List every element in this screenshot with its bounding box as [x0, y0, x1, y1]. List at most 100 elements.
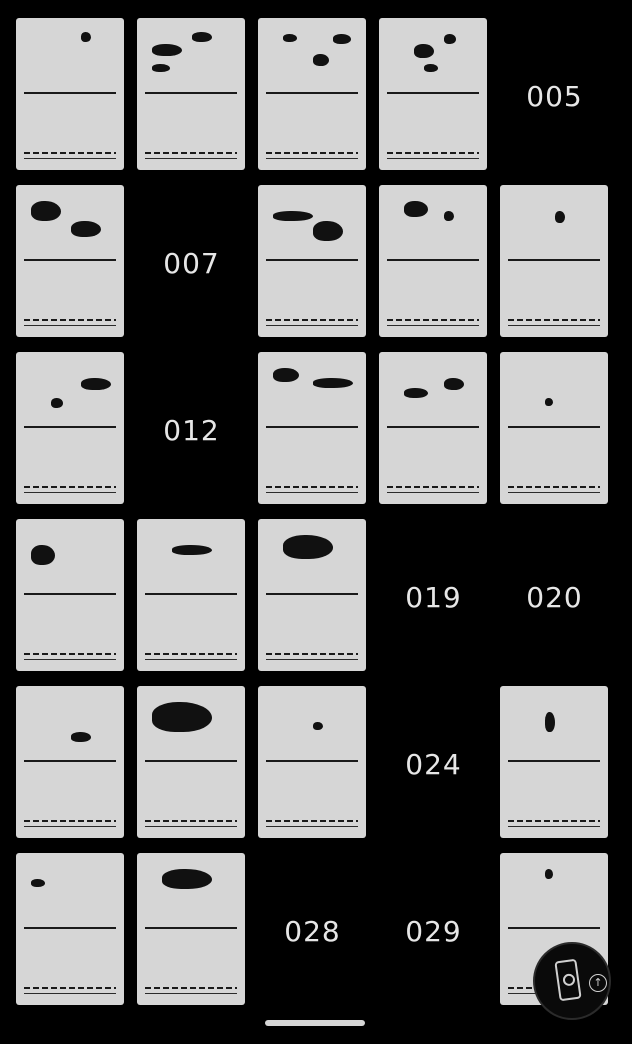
card-artwork [142, 859, 240, 921]
card-image [258, 519, 366, 671]
artwork-shape [71, 221, 101, 237]
card-artwork [505, 358, 603, 420]
artwork-shape [545, 398, 553, 406]
card-text-line [145, 659, 237, 660]
card-text-line [145, 760, 237, 762]
card-slot[interactable] [10, 179, 131, 346]
slot-number: 029 [405, 915, 462, 948]
card-slot[interactable] [373, 346, 494, 513]
artwork-shape [444, 378, 464, 390]
empty-card-slot[interactable]: 029 [373, 847, 494, 1014]
card-slot[interactable] [494, 680, 615, 847]
card-slot[interactable] [494, 179, 615, 346]
empty-card-slot[interactable]: 020 [494, 513, 615, 680]
card-text-line [24, 158, 116, 159]
card-artwork [142, 525, 240, 587]
card-artwork [505, 692, 603, 754]
card-slot[interactable] [10, 513, 131, 680]
card-text-line [266, 92, 358, 94]
card-image [16, 519, 124, 671]
card-text-line [24, 653, 116, 655]
card-slot[interactable] [373, 179, 494, 346]
card-slot[interactable] [131, 12, 252, 179]
empty-card-slot[interactable]: 024 [373, 680, 494, 847]
card-artwork [142, 24, 240, 86]
card-slot[interactable] [10, 346, 131, 513]
artwork-shape [152, 702, 212, 732]
card-slot[interactable] [131, 680, 252, 847]
card-text-line [24, 826, 116, 827]
empty-card-slot[interactable]: 019 [373, 513, 494, 680]
card-slot[interactable] [10, 680, 131, 847]
artwork-shape [152, 44, 182, 56]
artwork-shape [152, 64, 170, 72]
card-slot[interactable] [252, 12, 373, 179]
card-text-line [24, 426, 116, 428]
slot-number: 007 [163, 247, 220, 280]
card-text-line [266, 492, 358, 493]
card-slot[interactable] [252, 680, 373, 847]
card-text-line [387, 152, 479, 154]
arrow-up-icon: ↑ [589, 974, 607, 992]
card-image [137, 686, 245, 838]
card-text-line [24, 492, 116, 493]
card-text-line [508, 826, 600, 827]
card-text-line [145, 158, 237, 159]
card-image [258, 686, 366, 838]
card-slot[interactable] [373, 12, 494, 179]
card-slot[interactable] [131, 847, 252, 1014]
empty-card-slot[interactable]: 012 [131, 346, 252, 513]
card-artwork [505, 859, 603, 921]
card-text-line [24, 325, 116, 326]
card-image [137, 519, 245, 671]
card-slot[interactable] [252, 346, 373, 513]
card-text-line [24, 820, 116, 822]
artwork-shape [31, 545, 55, 565]
artwork-shape [81, 378, 111, 390]
artwork-shape [31, 879, 45, 887]
card-text-line [508, 259, 600, 261]
card-text-line [508, 319, 600, 321]
card-text-line [508, 426, 600, 428]
card-image [137, 18, 245, 170]
card-slot[interactable] [252, 179, 373, 346]
artwork-shape [555, 211, 565, 223]
card-text-line [266, 826, 358, 827]
artwork-shape [31, 201, 61, 221]
artwork-shape [404, 201, 428, 217]
card-text-line [387, 325, 479, 326]
card-text-line [387, 319, 479, 321]
card-text-line [266, 426, 358, 428]
card-text-line [508, 486, 600, 488]
empty-card-slot[interactable]: 007 [131, 179, 252, 346]
card-artwork [263, 24, 361, 86]
artwork-shape [81, 32, 91, 42]
artwork-shape [283, 34, 297, 42]
slot-number: 005 [526, 80, 583, 113]
card-image [137, 853, 245, 1005]
card-text-line [145, 993, 237, 994]
card-text-line [508, 760, 600, 762]
card-text-line [145, 927, 237, 929]
empty-card-slot[interactable]: 005 [494, 12, 615, 179]
artwork-shape [192, 32, 212, 42]
empty-card-slot[interactable]: 028 [252, 847, 373, 1014]
artwork-shape [313, 378, 353, 388]
card-slot[interactable] [252, 513, 373, 680]
card-image [16, 352, 124, 504]
card-artwork [21, 525, 119, 587]
card-text-line [24, 593, 116, 595]
card-slot[interactable] [10, 847, 131, 1014]
card-text-line [24, 760, 116, 762]
card-artwork [263, 191, 361, 253]
home-indicator [265, 1020, 365, 1026]
card-artwork [384, 24, 482, 86]
card-slot[interactable] [10, 12, 131, 179]
card-text-line [508, 820, 600, 822]
card-image [500, 686, 608, 838]
card-slot[interactable] [494, 346, 615, 513]
card-slot[interactable] [131, 513, 252, 680]
card-artwork [21, 859, 119, 921]
scan-card-button[interactable]: ↑ [533, 942, 611, 1020]
card-image [500, 185, 608, 337]
